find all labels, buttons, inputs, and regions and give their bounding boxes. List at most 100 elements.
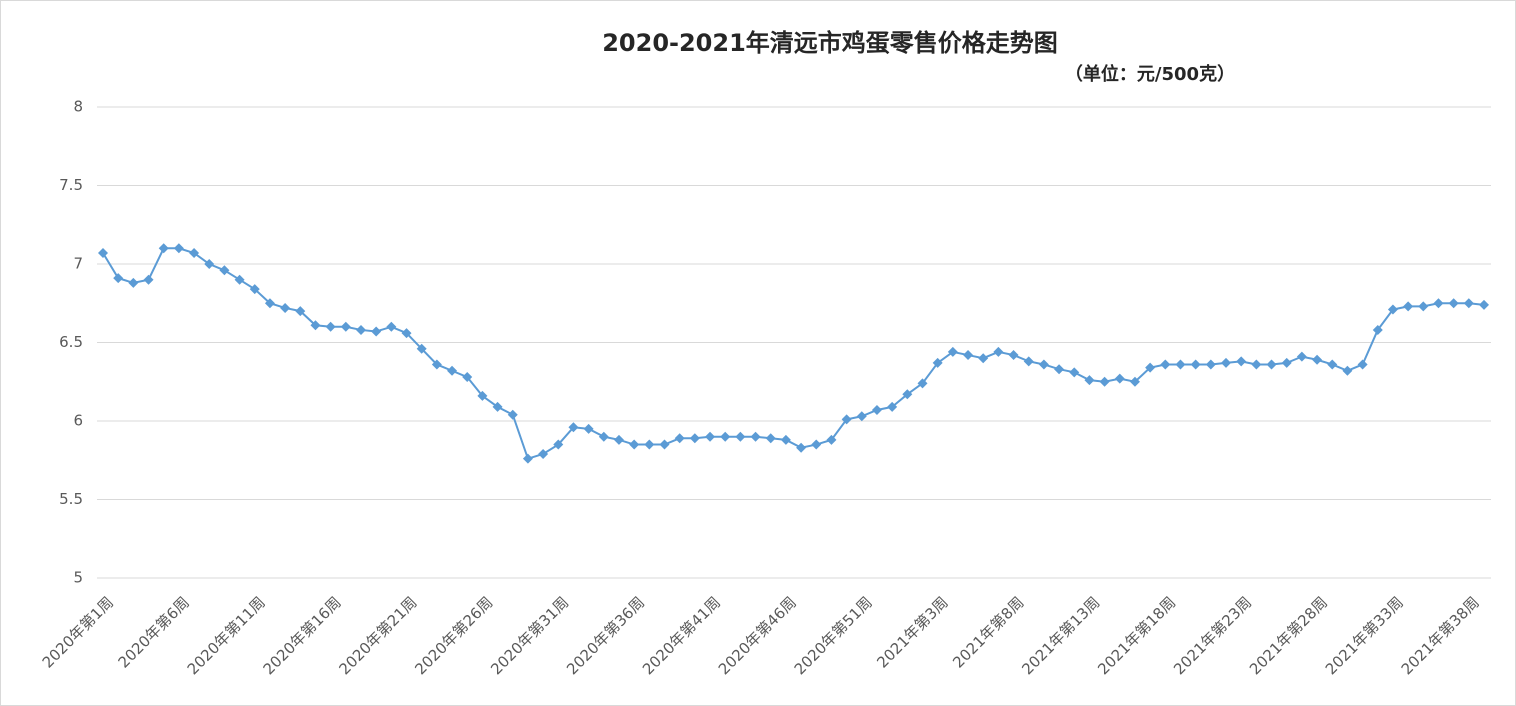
data-point xyxy=(932,357,943,368)
chart-title: 2020-2021年清远市鸡蛋零售价格走势图 xyxy=(602,29,1058,57)
data-point xyxy=(583,423,594,434)
data-point xyxy=(780,434,791,445)
data-point xyxy=(1357,359,1368,370)
data-point xyxy=(1372,324,1383,335)
data-point xyxy=(1433,298,1444,309)
data-point xyxy=(750,431,761,442)
data-point xyxy=(811,439,822,450)
data-point xyxy=(447,365,458,376)
data-point xyxy=(113,273,124,284)
data-point xyxy=(826,434,837,445)
data-point xyxy=(355,324,366,335)
data-point xyxy=(538,448,549,459)
data-point xyxy=(1069,367,1080,378)
data-point xyxy=(613,434,624,445)
data-point xyxy=(871,405,882,416)
data-point xyxy=(674,433,685,444)
data-point xyxy=(993,346,1004,357)
data-point xyxy=(1145,362,1156,373)
data-point xyxy=(1327,359,1338,370)
data-point xyxy=(173,243,184,254)
data-point xyxy=(492,401,503,412)
data-point xyxy=(371,326,382,337)
data-point xyxy=(856,411,867,422)
data-point xyxy=(1266,359,1277,370)
data-point xyxy=(416,343,427,354)
data-point xyxy=(1312,354,1323,365)
data-point xyxy=(1479,299,1489,310)
data-point xyxy=(462,372,473,383)
data-point xyxy=(234,274,245,285)
data-point xyxy=(689,433,700,444)
data-point xyxy=(917,378,928,389)
data-point xyxy=(1387,304,1398,315)
data-point xyxy=(765,433,776,444)
y-tick-label: 8 xyxy=(73,98,83,116)
data-point xyxy=(1114,373,1125,384)
data-point xyxy=(264,298,275,309)
y-tick-label: 6 xyxy=(73,412,83,430)
data-point xyxy=(796,442,807,453)
data-point xyxy=(705,431,716,442)
data-point xyxy=(386,321,397,332)
data-point xyxy=(507,409,518,420)
data-point xyxy=(1190,359,1201,370)
data-point xyxy=(280,302,291,313)
data-point xyxy=(1023,356,1034,367)
data-point xyxy=(629,439,640,450)
data-point xyxy=(1099,376,1110,387)
data-point xyxy=(1463,298,1474,309)
data-point xyxy=(887,401,898,412)
data-point xyxy=(128,277,139,288)
data-point xyxy=(325,321,336,332)
data-point xyxy=(143,274,154,285)
y-tick-label: 7.5 xyxy=(59,176,83,194)
data-point xyxy=(1251,359,1262,370)
data-point xyxy=(310,320,321,331)
data-point xyxy=(947,346,958,357)
y-tick-label: 5 xyxy=(73,569,83,587)
data-point xyxy=(204,259,215,269)
data-point xyxy=(1054,364,1065,375)
data-point xyxy=(1038,359,1049,370)
data-point xyxy=(644,439,655,450)
data-point xyxy=(98,248,108,259)
data-point xyxy=(158,243,169,254)
data-point xyxy=(902,389,913,400)
y-tick-label: 5.5 xyxy=(59,490,83,508)
data-point xyxy=(598,431,609,442)
data-point xyxy=(978,353,989,364)
data-point xyxy=(401,328,412,339)
data-point xyxy=(1236,356,1247,367)
data-point xyxy=(1221,357,1232,368)
data-point xyxy=(189,248,200,259)
data-point xyxy=(720,431,731,442)
data-point xyxy=(568,422,579,433)
data-point xyxy=(1160,359,1171,370)
data-point xyxy=(1205,359,1216,370)
data-point xyxy=(735,431,746,442)
data-point xyxy=(1296,351,1307,362)
data-point xyxy=(1342,365,1353,376)
data-point xyxy=(295,306,306,317)
data-point xyxy=(841,414,852,425)
data-point xyxy=(219,265,230,276)
data-point xyxy=(1175,359,1186,370)
data-point xyxy=(1281,357,1292,368)
data-point xyxy=(522,453,533,464)
chart-subtitle: （单位：元/500克） xyxy=(1065,63,1235,85)
data-point xyxy=(1129,376,1140,387)
y-tick-label: 6.5 xyxy=(59,333,83,351)
data-point xyxy=(1448,298,1459,309)
data-point xyxy=(1418,301,1429,312)
data-point xyxy=(340,321,351,332)
data-point xyxy=(477,390,488,401)
data-point xyxy=(659,439,670,450)
data-point xyxy=(431,359,442,370)
data-point xyxy=(1008,350,1019,361)
data-point xyxy=(1403,301,1414,312)
y-tick-label: 7 xyxy=(73,255,83,273)
data-point xyxy=(553,439,564,450)
data-point xyxy=(249,284,260,295)
